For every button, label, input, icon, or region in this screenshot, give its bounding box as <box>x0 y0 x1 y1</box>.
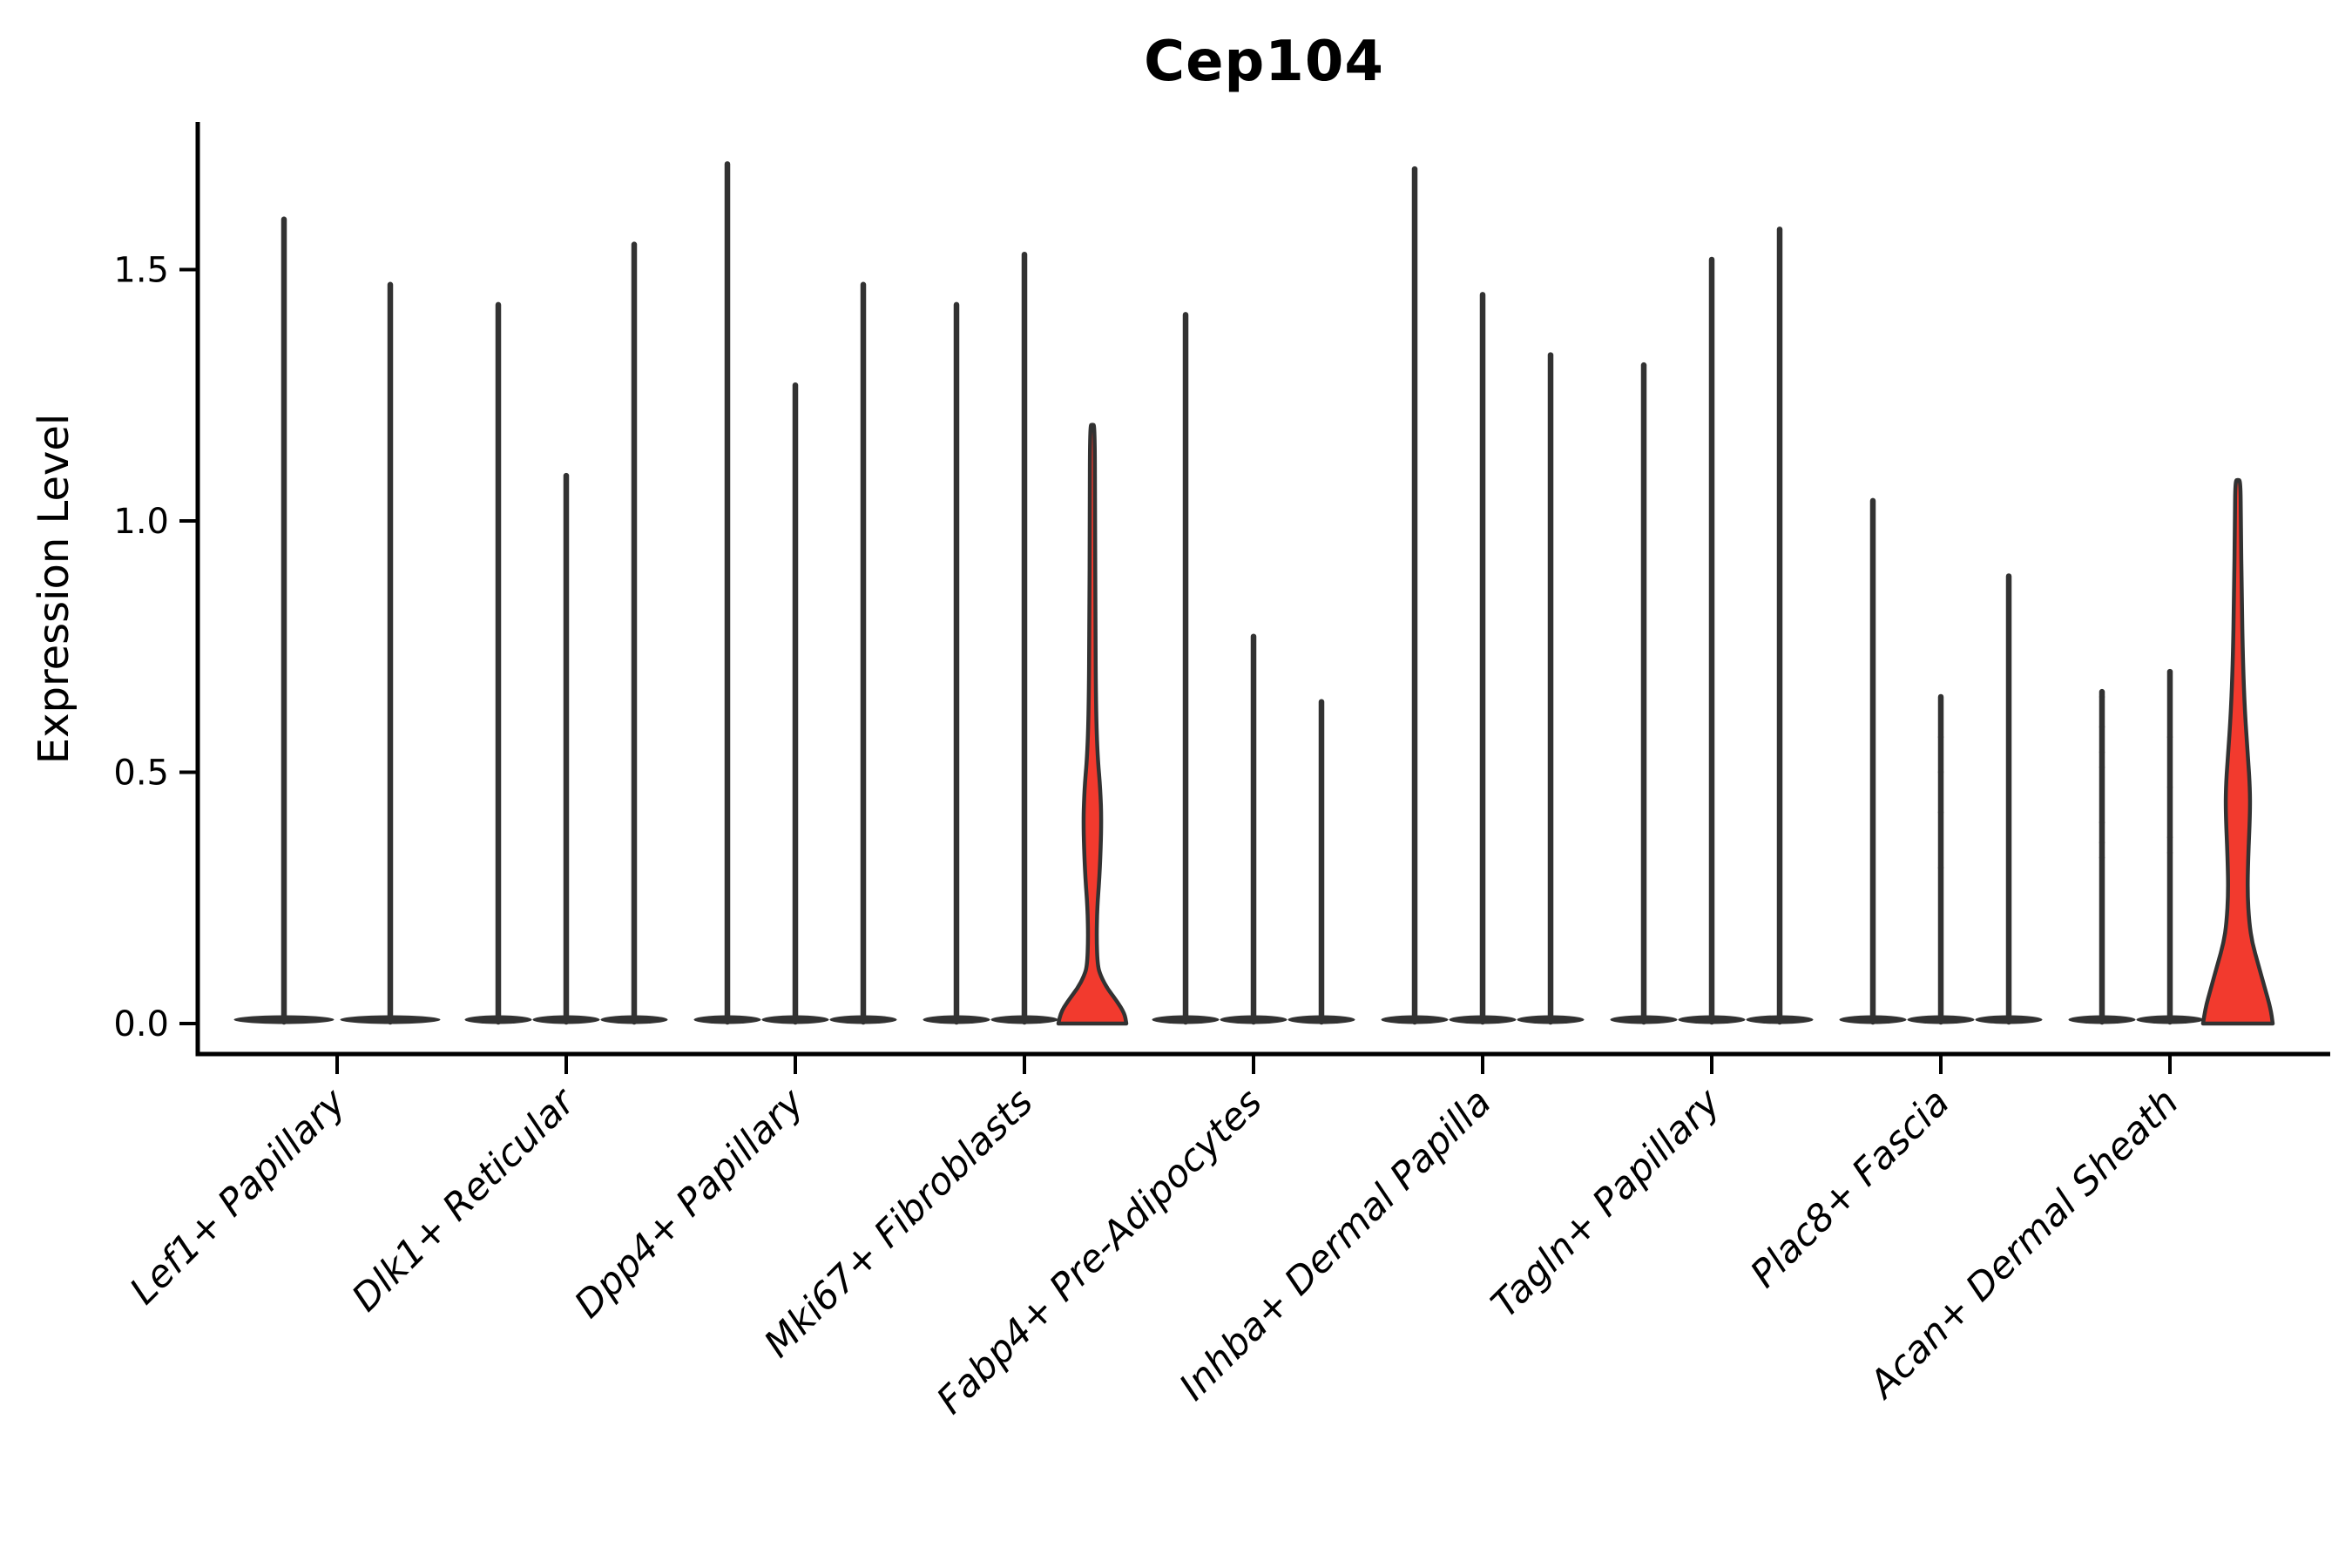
y-tick-label: 0.0 <box>113 1004 169 1044</box>
data-point <box>1937 733 1944 740</box>
data-point <box>2099 820 2105 826</box>
data-point <box>2099 749 2105 755</box>
x-tick-label: Lef1+ Papillary <box>122 1080 355 1313</box>
data-point <box>2166 849 2173 856</box>
data-point <box>2166 835 2173 841</box>
data-point <box>2099 855 2105 861</box>
data-point <box>2099 693 2105 700</box>
y-tick-label: 0.5 <box>113 754 169 794</box>
data-point <box>1937 769 1944 775</box>
y-tick-label: 1.5 <box>113 251 169 291</box>
data-point <box>2099 764 2105 770</box>
violin-body-highlighted <box>1056 422 1129 1026</box>
data-point <box>1937 864 1944 871</box>
data-point <box>2099 840 2105 846</box>
data-point <box>1937 809 1944 815</box>
y-tick-label: 1.0 <box>113 502 169 542</box>
data-point <box>2099 724 2105 730</box>
plot-title: Cep104 <box>1144 30 1384 94</box>
x-tick-label: Dlk1+ Reticular <box>344 1079 585 1321</box>
data-point <box>2166 733 2173 740</box>
violin-body-highlighted <box>2200 477 2275 1026</box>
x-tick-label: Plac8+ Fascia <box>1742 1080 1958 1296</box>
x-tick-label: Tagln+ Papillary <box>1484 1080 1730 1327</box>
x-tick-label: Dpp4+ Papillary <box>566 1080 813 1327</box>
data-point <box>2166 784 2173 791</box>
